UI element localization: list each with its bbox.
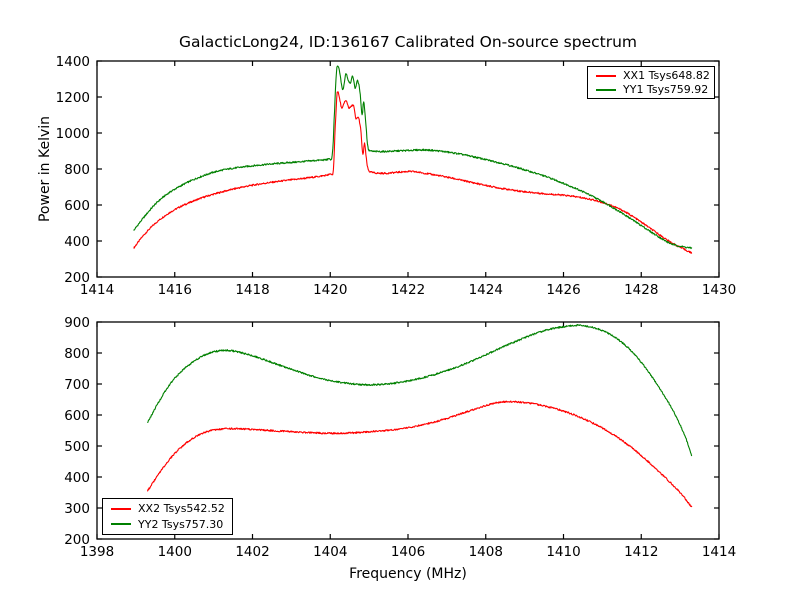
x-tick-label: 1404: [313, 544, 347, 560]
legend-label-xx1: XX1 Tsys648.82: [623, 69, 710, 82]
legend-label-yy2: YY2 Tsys757.30: [138, 517, 224, 531]
x-tick-label: 1428: [624, 282, 658, 298]
x-tick-label: 1398: [80, 544, 114, 560]
legend-entry-yy1: YY1 Tsys759.92: [591, 83, 711, 96]
x-tick-label: 1402: [235, 544, 269, 560]
x-tick-label: 1414: [80, 282, 114, 298]
y-axis-label-top: Power in Kelvin: [37, 115, 53, 223]
y-tick-label: 500: [64, 439, 90, 455]
x-tick-label: 1420: [313, 282, 347, 298]
figure-title: GalacticLong24, ID:136167 Calibrated On-…: [178, 33, 638, 51]
y-tick-label: 800: [64, 162, 90, 178]
x-tick-label: 1406: [391, 544, 425, 560]
x-tick-label: 1414: [702, 544, 736, 560]
legend-line-sample-xx1: [596, 74, 616, 77]
y-tick-label: 200: [64, 270, 90, 286]
x-tick-label: 1400: [158, 544, 192, 560]
legend-label-xx2: XX2 Tsys542.52: [138, 502, 225, 516]
legend-line-sample-yy2: [111, 523, 131, 526]
y-tick-label: 400: [64, 470, 90, 486]
x-tick-label: 1412: [624, 544, 658, 560]
y-tick-label: 300: [64, 501, 90, 517]
legend-entry-xx1: XX1 Tsys648.82: [591, 69, 711, 82]
y-tick-label: 400: [64, 234, 90, 250]
legend-entry-yy2: YY2 Tsys757.30: [106, 518, 229, 531]
legend-top: XX1 Tsys648.82 YY1 Tsys759.92: [587, 66, 715, 99]
x-tick-label: 1424: [469, 282, 503, 298]
y-tick-label: 1000: [56, 126, 90, 142]
x-tick-label: 1416: [158, 282, 192, 298]
legend-line-sample-xx2: [111, 507, 131, 510]
legend-bottom: XX2 Tsys542.52 YY2 Tsys757.30: [102, 498, 233, 535]
x-tick-label: 1426: [546, 282, 580, 298]
x-tick-label: 1410: [546, 544, 580, 560]
y-tick-label: 900: [64, 315, 90, 331]
x-tick-label: 1430: [702, 282, 736, 298]
y-tick-label: 700: [64, 377, 90, 393]
y-tick-label: 1400: [56, 54, 90, 70]
x-tick-label: 1418: [235, 282, 269, 298]
series-line-xx1: [133, 91, 693, 254]
series-line-xx2: [146, 400, 693, 508]
series-line-yy1: [133, 65, 693, 250]
y-tick-label: 800: [64, 346, 90, 362]
legend-label-yy1: YY1 Tsys759.92: [623, 83, 709, 96]
y-tick-label: 200: [64, 532, 90, 548]
y-tick-label: 1200: [56, 90, 90, 106]
x-tick-label: 1408: [469, 544, 503, 560]
legend-entry-xx2: XX2 Tsys542.52: [106, 502, 229, 515]
legend-line-sample-yy1: [596, 88, 616, 91]
y-tick-label: 600: [64, 198, 90, 214]
x-axis-label-bottom: Frequency (MHz): [349, 566, 467, 582]
y-tick-label: 600: [64, 408, 90, 424]
x-tick-label: 1422: [391, 282, 425, 298]
series-line-yy2: [147, 324, 693, 457]
